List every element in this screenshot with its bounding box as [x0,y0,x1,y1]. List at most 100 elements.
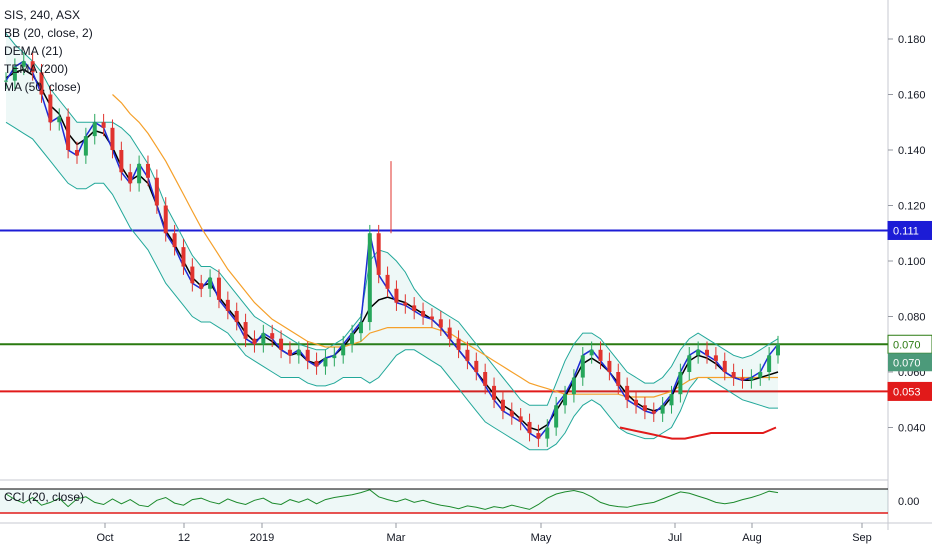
indicator-series [5,33,779,451]
candle-body [341,344,346,356]
chart-legend: SIS, 240, ASX BB (20, close, 2) DEMA (21… [4,6,93,96]
candle-body [358,322,363,334]
x-tick-label: Mar [387,532,406,544]
bollinger-band-area [6,33,778,450]
candle-body [172,233,177,248]
candle-body [767,355,772,372]
candle-body [678,372,683,395]
candle-body [376,233,381,275]
y-tick-label: 0.100 [898,256,926,268]
cci-line [5,489,779,510]
candle-body [563,394,568,406]
candle-body [279,338,284,350]
bollinger-band-fill [6,33,778,450]
candle-body [225,299,230,311]
candle-body [243,322,248,339]
candle-body [216,277,221,300]
candle-body [154,177,159,206]
price-label-0.053: 0.053 [893,386,921,398]
candle-body [554,405,559,428]
candle-body [350,333,355,345]
candle-body [421,310,426,317]
candle-body [607,360,612,372]
candle-body [385,274,390,289]
candle-body [83,136,88,156]
candle-body [190,266,195,284]
candle-body [66,116,71,150]
symbol-header[interactable]: SIS, 240, ASX [4,8,81,22]
candle-body [580,355,585,378]
x-tick-label: Jul [668,532,682,544]
candle-body [447,327,452,339]
candle-body [545,427,550,439]
candle-body [234,310,239,323]
candle-body [30,61,35,73]
cci-label[interactable]: CCI (20, close) [4,490,85,504]
candle-body [270,333,275,339]
candle-body [199,283,204,289]
x-tick-label: 12 [178,532,190,544]
candle-body [412,305,417,311]
x-tick-label: May [531,532,552,544]
price-label-box [887,220,932,240]
x-axis[interactable]: Oct 12 2019 Mar May Jul Aug Sep [96,523,872,544]
candle-body [598,349,603,361]
candle-body [758,372,763,378]
candle-body [296,349,301,356]
candle-body [642,405,647,411]
last-price-label: 0.070 [893,357,921,369]
candle-body [332,355,337,359]
candle-body [163,205,168,234]
candle-body [314,360,319,367]
candle-body [429,316,434,320]
cci-zero-label: 0.00 [898,496,919,508]
candle-body [696,349,701,356]
y-axis[interactable]: 0.1800.1600.1400.1200.1000.0800.0600.040… [888,34,926,508]
candle-body [456,338,461,350]
candle-body [48,94,53,123]
indicator-ma-label[interactable]: MA (50, close) [4,80,81,94]
candle-body [208,277,213,289]
x-tick-label: Aug [742,532,762,544]
candle-body [616,372,621,386]
candle-body [4,80,8,82]
candle-body [634,399,639,406]
indicator-dema-label[interactable]: DEMA (21) [4,44,63,58]
ma-line [112,94,778,398]
candle-body [625,385,630,400]
candle-body [110,127,115,150]
horizontal-lines[interactable] [0,229,888,393]
x-tick-label: 2019 [250,532,274,544]
y-tick-label: 0.040 [898,423,926,435]
x-tick-label: Oct [96,532,113,544]
y-tick-label: 0.180 [898,34,926,46]
candle-body [181,247,186,267]
candle-body [527,421,532,434]
candle-body [509,410,514,417]
candle-body [722,360,727,372]
candle-body [145,163,150,178]
candle-body [305,349,310,361]
price-label-box [887,381,932,401]
candle-body [57,116,62,123]
candles [4,52,780,447]
price-label-0.111: 0.111 [893,225,919,237]
candle-body [776,344,780,356]
candle-body [323,358,328,367]
candle-body [740,377,745,381]
red-support-line [619,426,777,440]
candle-body [438,319,443,328]
indicator-bb-label[interactable]: BB (20, close, 2) [4,26,93,40]
y-tick-label: 0.120 [898,201,926,213]
candle-body [492,385,497,400]
candle-body [589,349,594,356]
bb-lower-line [5,121,778,451]
candle-body [39,72,44,95]
candle-body [669,394,674,406]
indicator-tema-label[interactable]: TEMA (200) [4,62,69,76]
candle-body [536,433,541,439]
price-labels: 0.111 0.070 0.053 0.070 [887,220,932,401]
candle-body [92,122,97,137]
